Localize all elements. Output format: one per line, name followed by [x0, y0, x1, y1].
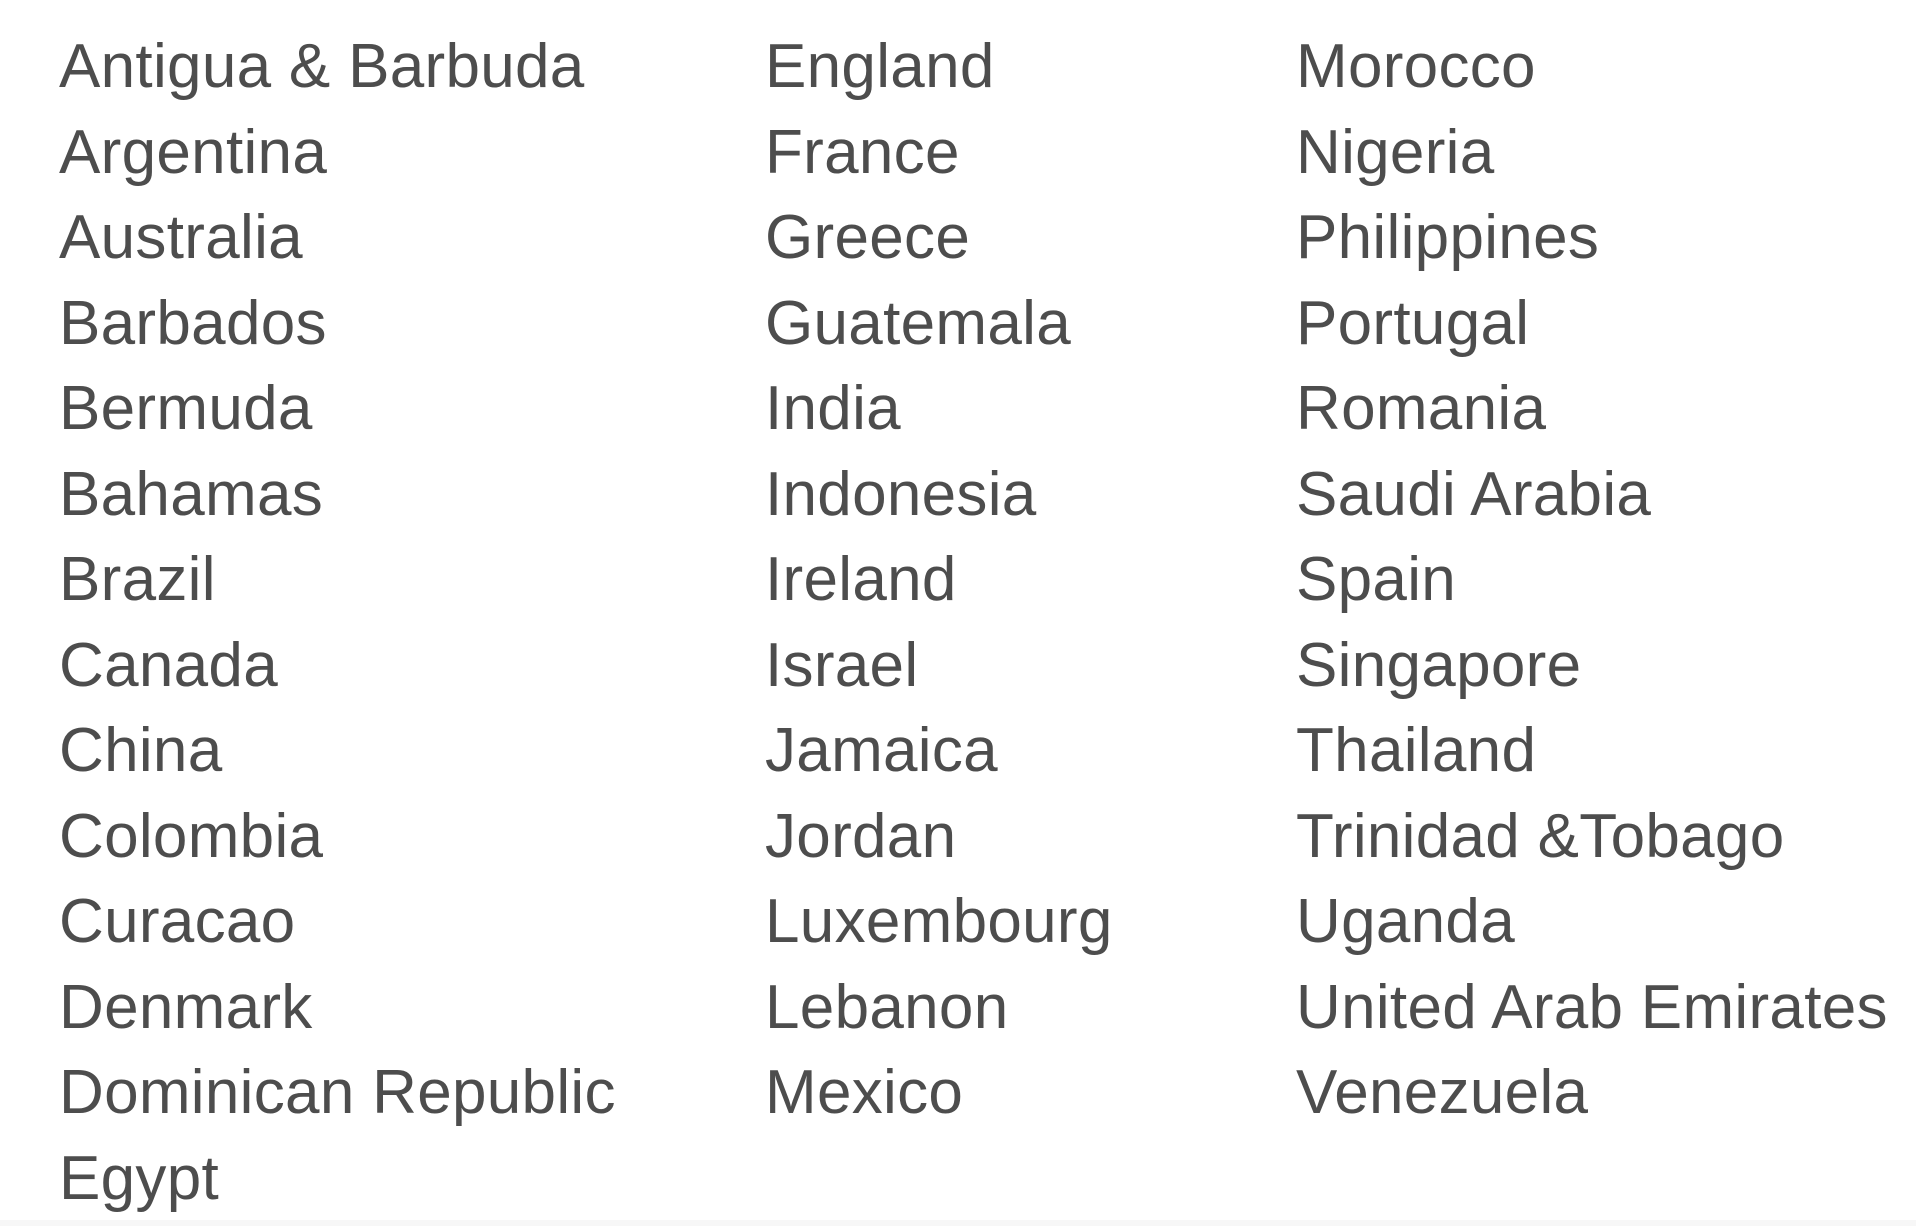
country-item: China [59, 716, 223, 785]
country-item: England [765, 32, 995, 101]
country-item: United Arab Emirates [1296, 972, 1888, 1042]
country-item: Saudi Arabia [1296, 459, 1652, 529]
country-item: Denmark [59, 972, 313, 1042]
country-item: Lebanon [765, 972, 1009, 1042]
country-item: France [765, 117, 960, 187]
country-item: Jordan [765, 801, 957, 871]
country-item: Morocco [1296, 32, 1536, 101]
country-item: Antigua & Barbuda [59, 32, 585, 101]
country-item: Dominican Republic [59, 1058, 616, 1127]
country-item: Guatemala [765, 288, 1071, 358]
country-item: Curacao [59, 887, 296, 956]
country-item: Barbados [59, 288, 327, 358]
footer-divider [0, 1220, 1916, 1226]
country-item: Australia [59, 203, 303, 272]
country-item: Spain [1296, 545, 1457, 614]
country-item: Romania [1296, 374, 1547, 443]
country-item: India [765, 374, 901, 443]
country-column-2: England France Greece Guatemala India Indones… [765, 24, 1113, 1136]
country-item: Portugal [1296, 288, 1530, 358]
country-item: Venezuela [1296, 1058, 1589, 1127]
country-item: Israel [765, 630, 919, 700]
country-item: Greece [765, 203, 971, 272]
country-item: Mexico [765, 1058, 964, 1127]
country-item: Thailand [1296, 716, 1537, 785]
country-item: Indonesia [765, 459, 1037, 529]
country-item: Jamaica [765, 716, 998, 785]
country-item: Canada [59, 630, 278, 700]
country-column-1: Antigua & Barbuda Argentina Australia Barba… [59, 24, 616, 1221]
country-item: Nigeria [1296, 117, 1495, 187]
country-item: Luxembourg [765, 887, 1113, 956]
country-item: Bermuda [59, 374, 313, 443]
country-item: Egypt [59, 1143, 220, 1213]
country-item: Ireland [765, 545, 957, 614]
country-item: Philippines [1296, 203, 1600, 272]
country-item: Singapore [1296, 630, 1582, 700]
country-column-3: Morocco Nigeria Philippines Portugal Romania… [1296, 24, 1888, 1136]
country-item: Colombia [59, 801, 324, 871]
country-item: Argentina [59, 117, 328, 187]
country-item: Brazil [59, 545, 216, 614]
country-item: Trinidad &Tobago [1296, 801, 1785, 871]
country-item: Bahamas [59, 459, 324, 529]
country-item: Uganda [1296, 887, 1515, 956]
